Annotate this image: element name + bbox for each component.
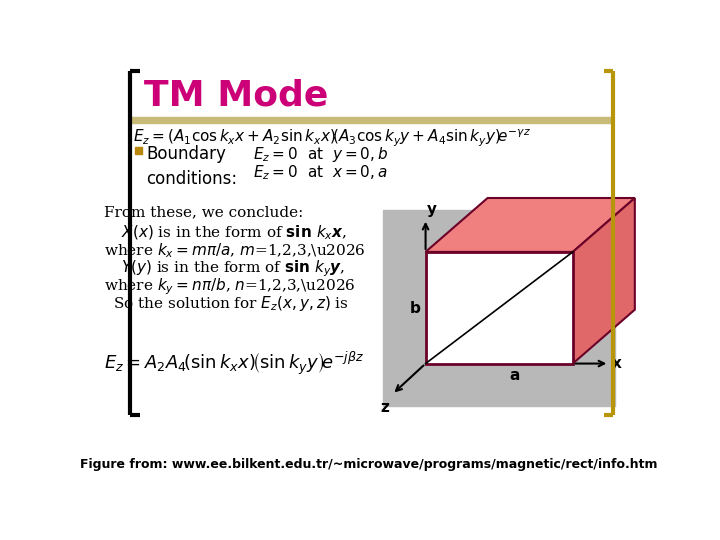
Bar xyxy=(383,210,616,406)
Text: $E_z = 0\ \ \mathrm{at}\ \ y = 0, b$: $E_z = 0\ \ \mathrm{at}\ \ y = 0, b$ xyxy=(253,145,388,164)
Text: $X(x)$ is in the form of $\mathbf{sin}\ \boldsymbol{k_x x}$,: $X(x)$ is in the form of $\mathbf{sin}\ … xyxy=(121,224,347,242)
Bar xyxy=(426,252,573,363)
Polygon shape xyxy=(426,198,635,252)
Bar xyxy=(130,117,613,123)
Text: where $\boldsymbol{k_y}$$=$$n\pi/b$, $n$=1,2,3,\u2026: where $\boldsymbol{k_y}$$=$$n\pi/b$, $n$… xyxy=(104,276,356,297)
Text: $E_z = \left(A_1\cos k_x x + A_2\sin k_x x\right)\!\left(A_3\cos k_y y + A_4\sin: $E_z = \left(A_1\cos k_x x + A_2\sin k_x… xyxy=(132,128,531,149)
Text: From these, we conclude:: From these, we conclude: xyxy=(104,206,303,220)
Text: a: a xyxy=(510,368,520,383)
Text: b: b xyxy=(410,301,421,315)
Text: $E_z = A_2 A_4\!\left(\sin k_x x\right)\!\left(\sin k_y y\right)\!e^{-j\beta z}$: $E_z = A_2 A_4\!\left(\sin k_x x\right)\… xyxy=(104,350,364,377)
Text: So the solution for $E_z(x,y,z)$ is: So the solution for $E_z(x,y,z)$ is xyxy=(113,294,349,313)
Text: Figure from: www.ee.bilkent.edu.tr/~microwave/programs/magnetic/rect/info.htm: Figure from: www.ee.bilkent.edu.tr/~micr… xyxy=(80,458,658,471)
Text: x: x xyxy=(611,356,621,371)
Text: z: z xyxy=(380,400,389,415)
Polygon shape xyxy=(573,198,635,363)
Bar xyxy=(135,147,142,154)
Text: y: y xyxy=(427,202,437,217)
Text: $E_z = 0\ \ \mathrm{at}\ \ x = 0, a$: $E_z = 0\ \ \mathrm{at}\ \ x = 0, a$ xyxy=(253,164,387,182)
Text: where $\boldsymbol{k_x}$$=$$m\pi/a$, $m$=1,2,3,\u2026: where $\boldsymbol{k_x}$$=$$m\pi/a$, $m$… xyxy=(104,241,366,260)
Text: $Y(y)$ is in the form of $\mathbf{sin}\ \boldsymbol{k_y y}$,: $Y(y)$ is in the form of $\mathbf{sin}\ … xyxy=(121,259,345,279)
Text: Boundary
conditions:: Boundary conditions: xyxy=(147,145,238,188)
Text: TM Mode: TM Mode xyxy=(144,79,328,113)
